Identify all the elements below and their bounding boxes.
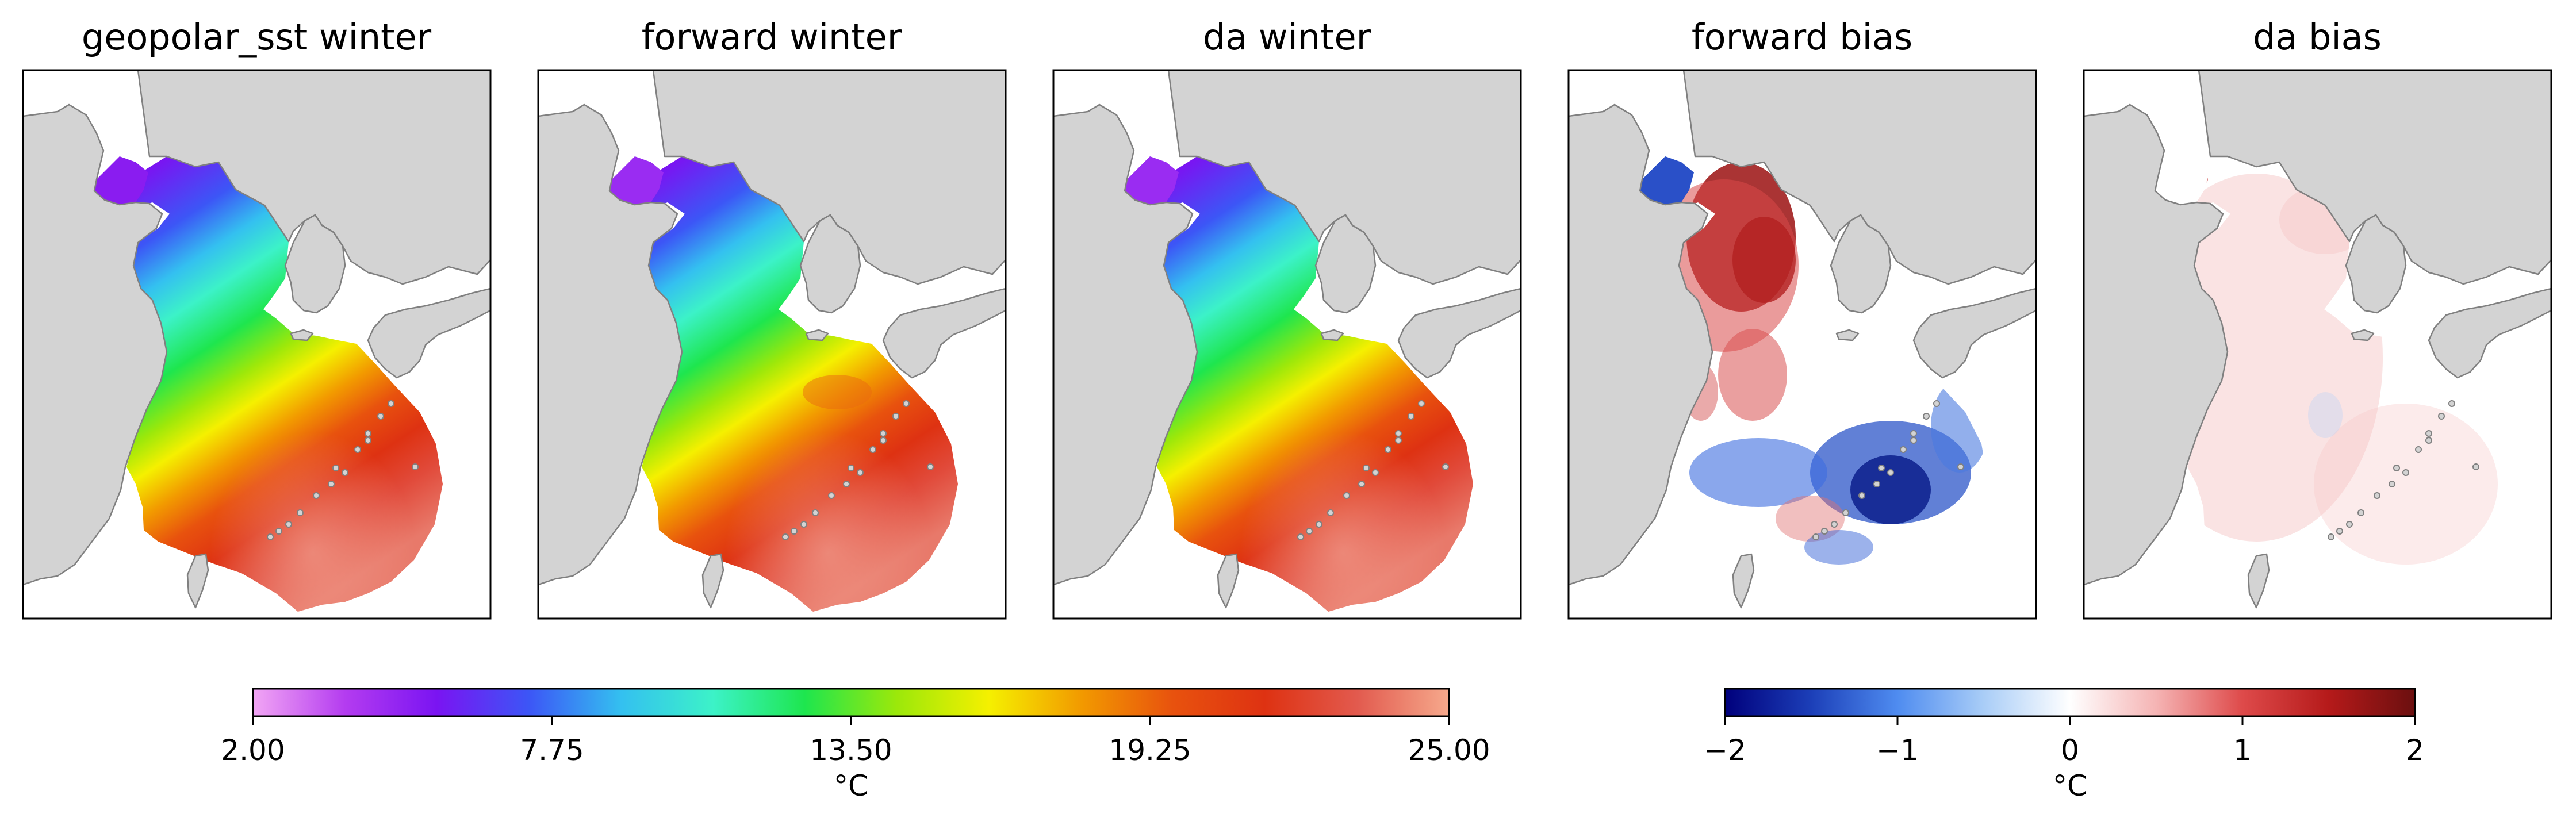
bias-field-5 [2156,156,2504,612]
map-panel-3: da winter [1052,16,1522,620]
map-panel-4: forward bias [1567,16,2037,620]
bias-colorbar-gradient [1724,688,2416,717]
panel-title-3: da winter [1203,16,1371,58]
panel-frame-2 [537,69,1007,620]
panel-title-1: geopolar_sst winter [82,16,432,58]
panel-title-5: da bias [2253,16,2382,58]
panel-title-2: forward winter [642,16,902,58]
map-panel-1: geopolar_sst winter [22,16,492,620]
bias-colorbar-unit: °C [2053,769,2087,803]
bias-colorbar-tick-label: 2 [2406,734,2424,767]
map-panel-2: forward winter [537,16,1007,620]
sst-colorbar-tick-label: 2.00 [221,734,285,767]
panel-frame-3 [1052,69,1522,620]
sst-colorbar-tick-label: 13.50 [810,734,892,767]
sst-colorbar-gradient [252,688,1450,717]
panel-frame-1 [22,69,492,620]
map-panel-5: da bias [2083,16,2552,620]
sst-colorbar-unit: °C [834,769,868,803]
bias-colorbar-tick-label: 1 [2233,734,2252,767]
bias-colorbar-tick-label: 0 [2061,734,2079,767]
sst-colorbar: 2.00 7.75 13.50 19.25 25.00 °C [221,688,1490,803]
bias-colorbar-tick-label: −1 [1876,734,1919,767]
panel-frame-5 [2083,69,2552,620]
bias-colorbar-tick-label: −2 [1704,734,1746,767]
panel-frame-4 [1567,69,2037,620]
sst-colorbar-tick-label: 25.00 [1408,734,1490,767]
sst-colorbar-tick-label: 19.25 [1109,734,1191,767]
sst-colorbar-tick-label: 7.75 [520,734,584,767]
panel-title-4: forward bias [1692,16,1912,58]
bias-colorbar: −2 −1 0 1 2 °C [1704,688,2424,803]
